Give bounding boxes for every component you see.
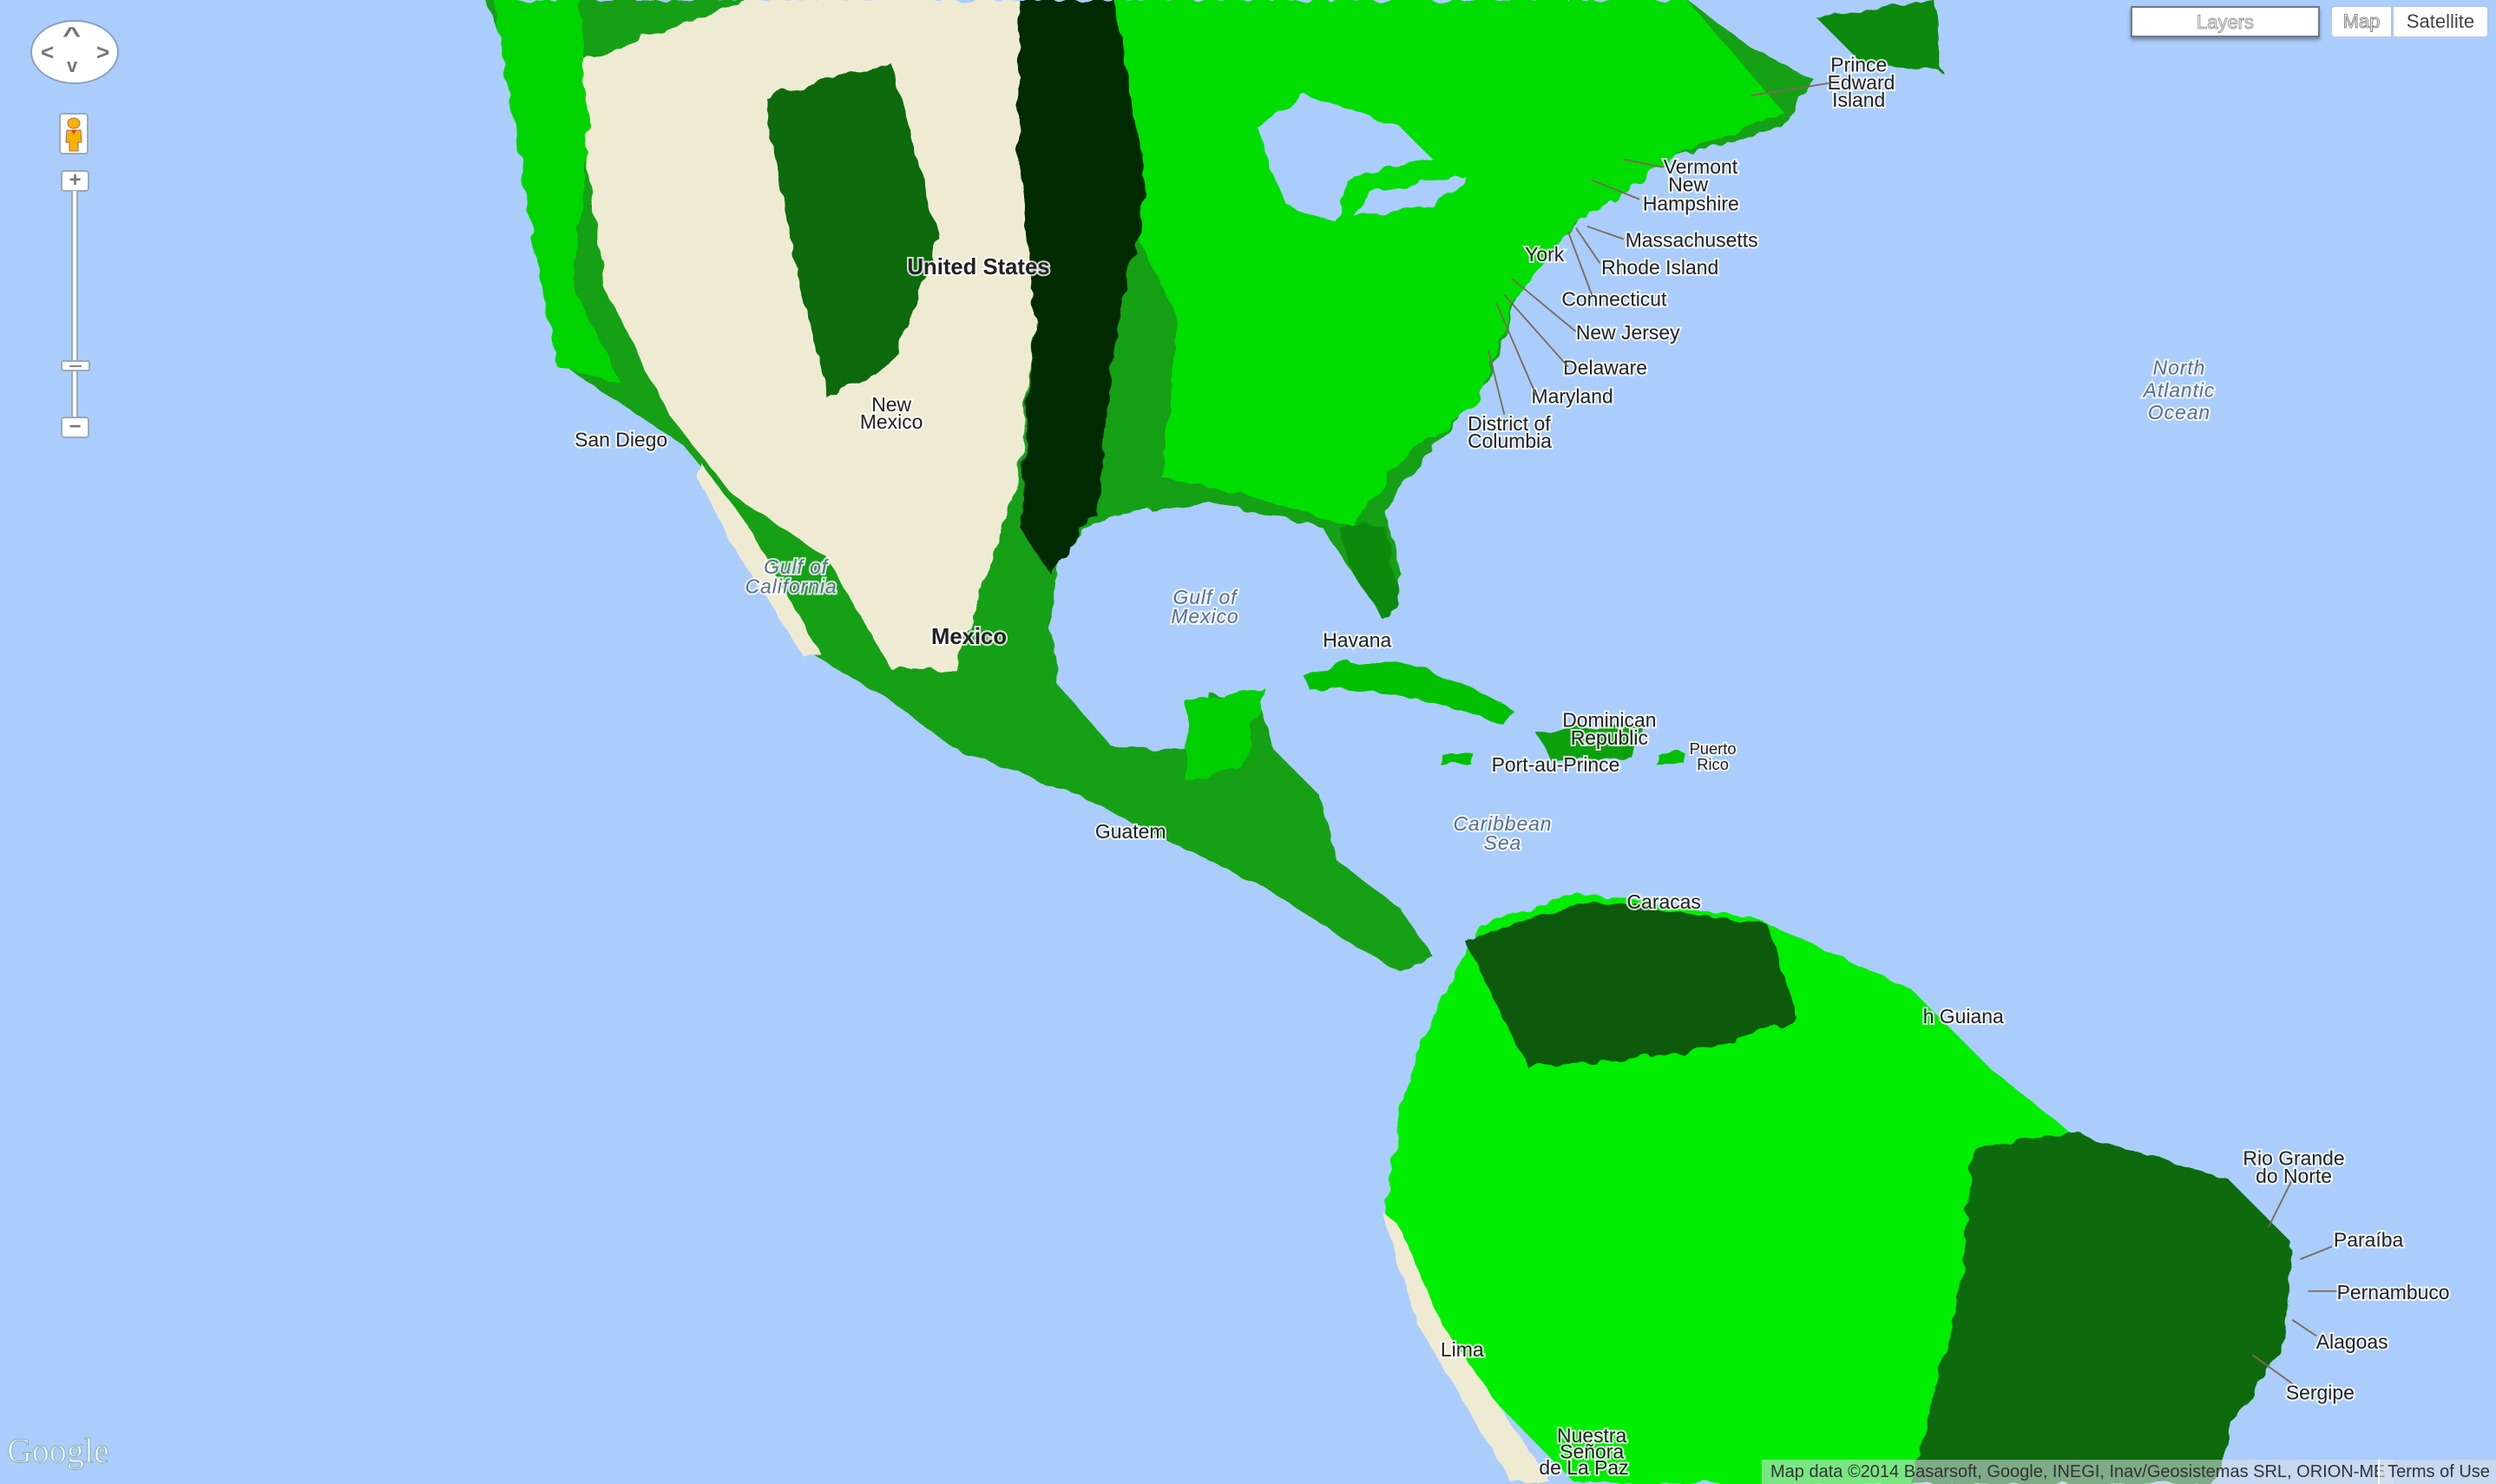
- label-caribbean-sea: Caribbean Sea: [1453, 812, 1552, 854]
- zoom-out-button[interactable]: −: [61, 417, 89, 438]
- zoom-slider-track[interactable]: [71, 191, 78, 418]
- puerto-rico-island: [1655, 752, 1685, 764]
- rocky-mountains: [764, 63, 940, 399]
- florida: [1337, 526, 1402, 622]
- plains-dark-band: [1002, 0, 1146, 575]
- label-gulf-of-mexico: Gulf of Mexico: [1171, 586, 1238, 627]
- layers-button[interactable]: Layers: [2131, 6, 2320, 37]
- label-pernambuco: Pernambuco: [2337, 1281, 2450, 1303]
- label-puerto-rico: Puerto Rico: [1690, 739, 1737, 773]
- pan-right-icon[interactable]: >: [96, 39, 110, 65]
- street-view-pegman[interactable]: [59, 113, 89, 154]
- label-havana: Havana: [1323, 629, 1391, 652]
- label-san-diego: San Diego: [575, 428, 667, 450]
- label-vermont: Vermont: [1664, 155, 1738, 178]
- brazil-cerrado: [1910, 1132, 2293, 1484]
- cuba: [1305, 660, 1513, 726]
- label-north-atlantic-ocean: North Atlantic Ocean: [2142, 357, 2216, 424]
- label-port-au-prince: Port-au-Prince: [1492, 753, 1620, 776]
- map-labels: Prince Edward Island Vermont New Hampshire …: [573, 52, 2451, 1481]
- great-lakes: [1258, 95, 1465, 224]
- pegman-icon: [65, 117, 82, 152]
- hispaniola: [1535, 725, 1640, 762]
- label-new-hampshire: New Hampshire: [1643, 173, 1739, 214]
- map-attribution: Map data ©2014 Basarsoft, Google, INEGI,…: [1762, 1460, 2394, 1484]
- map-type-map-button[interactable]: Map: [2331, 6, 2392, 37]
- label-new-mexico: New Mexico: [860, 393, 923, 433]
- pan-down-icon[interactable]: v: [67, 55, 78, 76]
- label-connecticut: Connecticut: [1561, 288, 1667, 311]
- label-leader-lines: [1488, 82, 2337, 1385]
- label-gulf-of-california: Gulf of California: [746, 555, 837, 597]
- label-united-states: United States: [907, 255, 1049, 279]
- baja-california: [697, 462, 820, 657]
- pan-control[interactable]: ^ v < >: [30, 20, 119, 84]
- pan-left-icon[interactable]: <: [41, 39, 55, 65]
- label-sergipe: Sergipe: [2286, 1382, 2355, 1404]
- jamaica: [1440, 752, 1473, 765]
- label-delaware: Delaware: [1563, 357, 1647, 379]
- yucatan: [1186, 688, 1266, 781]
- label-lima: Lima: [1441, 1338, 1484, 1361]
- label-caracas: Caracas: [1627, 890, 1701, 913]
- label-paraiba: Paraíba: [2334, 1228, 2404, 1251]
- label-guatemala: Guatem: [1095, 820, 1166, 843]
- pan-up-icon[interactable]: ^: [62, 22, 82, 48]
- map-type-satellite-button[interactable]: Satellite: [2393, 6, 2488, 37]
- zoom-in-button[interactable]: +: [61, 170, 89, 192]
- label-la-paz: Nuestra Señora de La Paz: [1539, 1424, 1628, 1479]
- label-maryland: Maryland: [1531, 385, 1613, 408]
- peru-coast: [1382, 1211, 1553, 1484]
- andes-northern: [1464, 900, 1799, 1068]
- label-rio-grande-do-norte: Rio Grande do Norte: [2243, 1147, 2344, 1187]
- label-alagoas: Alagoas: [2316, 1330, 2388, 1353]
- label-district-of-columbia: District of Columbia: [1468, 412, 1552, 452]
- google-logo[interactable]: Google: [7, 1431, 110, 1471]
- newfoundland: [1814, 0, 1942, 72]
- label-new-jersey: New Jersey: [1576, 321, 1680, 344]
- label-york: York: [1525, 243, 1565, 266]
- label-guiana: h Guiana: [1923, 1005, 2004, 1028]
- pacific-coast-forest: [493, 0, 621, 383]
- label-mexico: Mexico: [931, 625, 1007, 649]
- terms-of-use-link[interactable]: Terms of Use: [2378, 1460, 2496, 1484]
- label-dominican-republic: Dominican Republic: [1562, 709, 1656, 749]
- label-rhode-island: Rhode Island: [1601, 256, 1718, 279]
- label-massachusetts: Massachusetts: [1626, 229, 1758, 252]
- label-prince-edward-island: Prince Edward Island: [1828, 54, 1895, 111]
- zoom-slider-thumb[interactable]: [61, 360, 90, 372]
